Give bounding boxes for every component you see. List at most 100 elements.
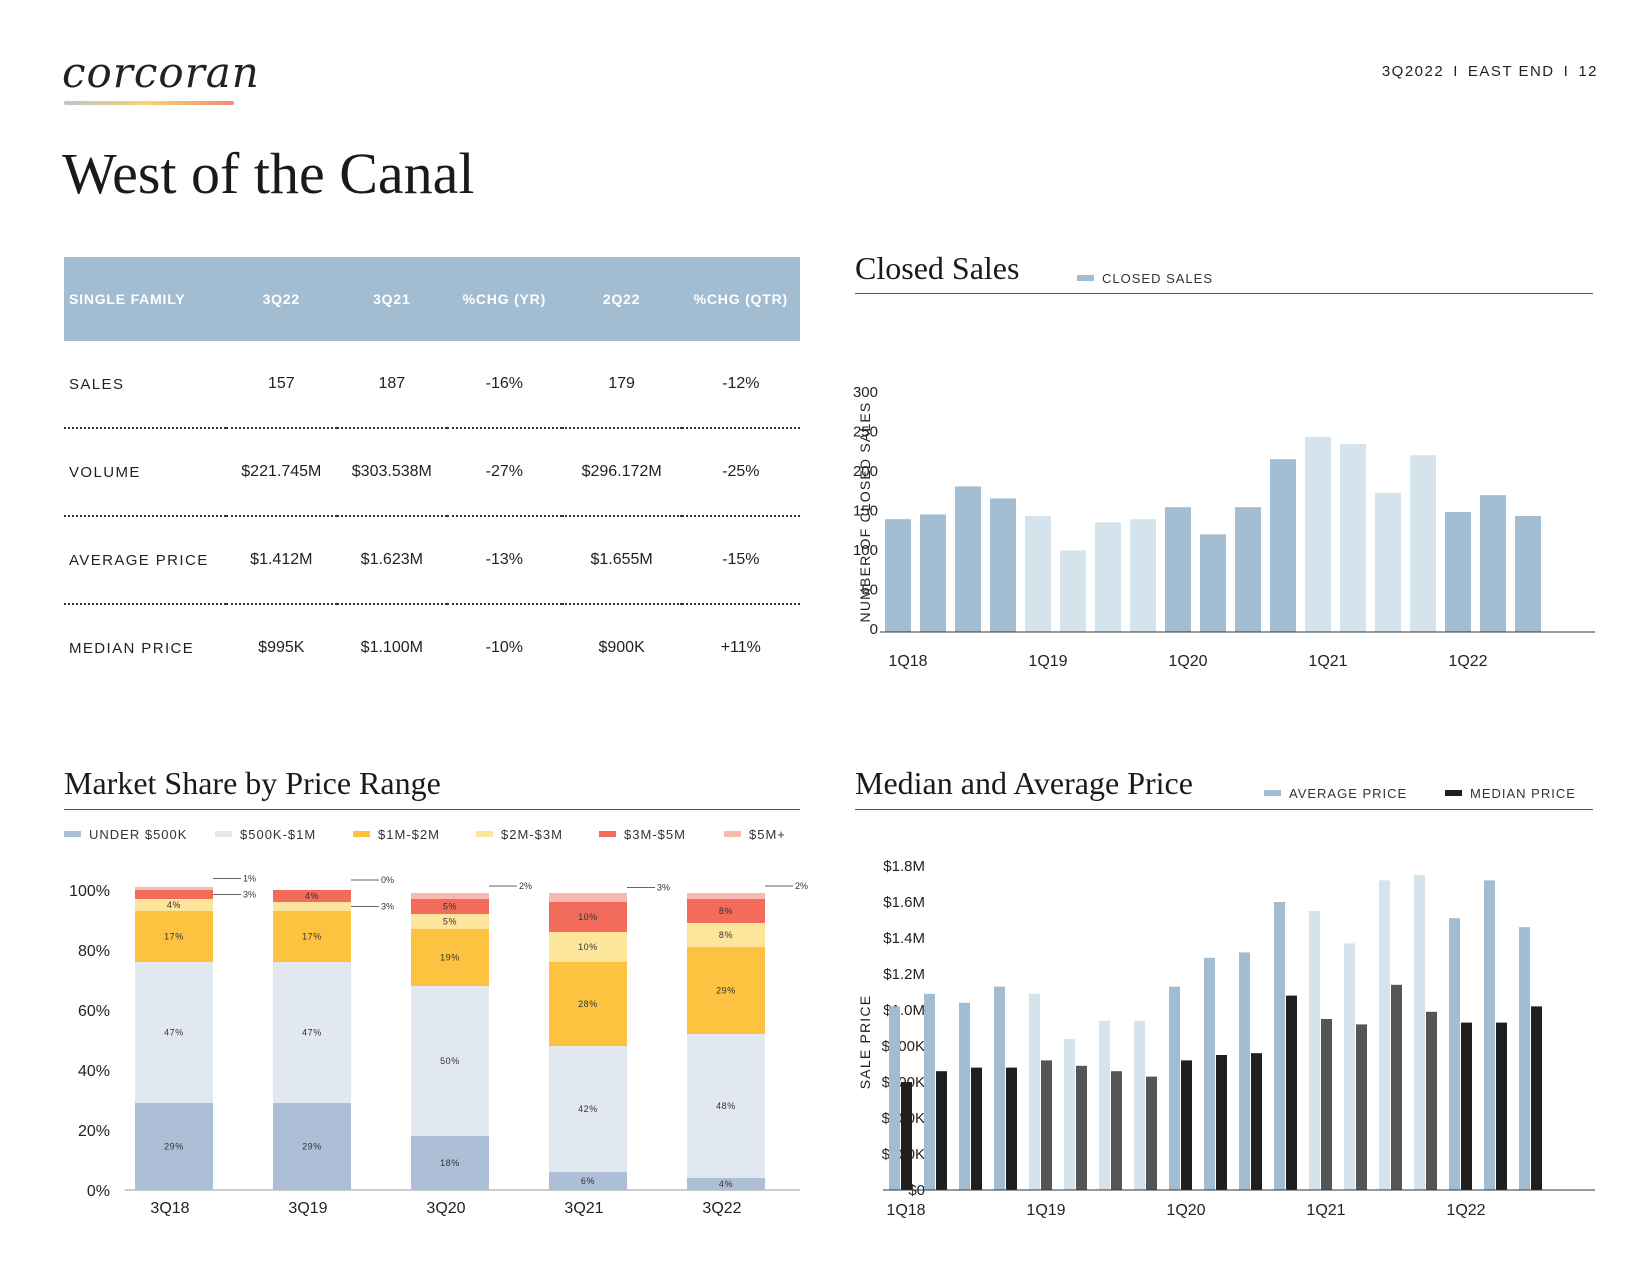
segment-label: 6%: [581, 1176, 595, 1186]
table-cell: $1.412M: [226, 516, 337, 605]
page-title: West of the Canal: [62, 141, 475, 206]
median-bar-4Q19: [1146, 1076, 1157, 1190]
segment-label: 10%: [578, 912, 598, 922]
segment-3Q19-1: [273, 962, 351, 1103]
segment-label: 3%: [657, 883, 670, 893]
column-header: %CHG (YR): [462, 291, 547, 307]
table-row: MEDIAN PRICE $995K $1.100M -10% $900K +1…: [64, 604, 800, 691]
bar-1Q21: [1305, 436, 1331, 632]
segment-3Q19-2: [273, 911, 351, 962]
segment-label: 2%: [795, 881, 808, 891]
segment-label: 3%: [381, 902, 394, 912]
x-tick-label: 1Q22: [1446, 1202, 1485, 1219]
median-bar-1Q22: [1461, 1022, 1472, 1190]
x-tick-label: 3Q20: [426, 1200, 465, 1217]
page-number: 12: [1578, 63, 1598, 80]
segment-3Q22-5: [687, 893, 765, 899]
avg-bar-1Q22: [1449, 918, 1460, 1190]
y-tick-label: 250: [853, 424, 878, 441]
segment-3Q18-1: [135, 962, 213, 1103]
segment-3Q18-4: [135, 890, 213, 899]
market-share-chart: 100% 80% 60% 40% 20% 0% 29% 47% 17% 4% 3% 1% 3Q18 29%…: [69, 874, 808, 1218]
x-tick-label: 1Q19: [1028, 653, 1067, 670]
column-header: 3Q21: [373, 291, 411, 307]
x-tick-label: 3Q18: [150, 1200, 189, 1217]
bar-4Q18: [990, 498, 1016, 632]
logo-underline: [64, 101, 234, 105]
avg-bar-1Q20: [1169, 986, 1180, 1190]
table-cell: $296.172M: [561, 428, 682, 517]
segment-label: 5%: [443, 917, 457, 927]
median-bar-1Q20: [1181, 1060, 1192, 1190]
y-tick-label: 100%: [69, 883, 110, 900]
y-tick-label: 0%: [87, 1183, 110, 1200]
legend-500k-1m: $500K-$1M: [215, 827, 316, 842]
market-share-title: Market Share by Price Range: [64, 765, 441, 801]
bar-2Q21: [1340, 444, 1366, 632]
segment-label: 10%: [578, 942, 598, 952]
segment-3Q18-2: [135, 911, 213, 962]
segment-label: 42%: [578, 1104, 598, 1114]
header-info: 3Q2022 I EAST END I 12: [1382, 63, 1598, 80]
legend-swatch: [1264, 789, 1281, 796]
avg-bar-1Q19: [1029, 993, 1040, 1190]
corcoran-logo: corcoran: [62, 48, 260, 97]
segment-3Q18-3: [135, 899, 213, 911]
legend-swatch: [353, 830, 370, 837]
row-label: MEDIAN PRICE: [69, 639, 195, 657]
bar-3Q19: [1095, 522, 1121, 632]
y-tick-label: 60%: [78, 1003, 110, 1020]
legend-swatch: [64, 830, 81, 837]
separator: I: [1563, 63, 1570, 80]
segment-3Q21-4: [549, 902, 627, 932]
segment-3Q19-0: [273, 1103, 351, 1190]
segment-3Q22-2: [687, 947, 765, 1034]
segment-label: 29%: [302, 1142, 322, 1152]
avg-bar-4Q20: [1274, 902, 1285, 1190]
segment-label: 17%: [164, 932, 184, 942]
legend-label: UNDER $500K: [89, 827, 188, 842]
table-cell: -15%: [681, 516, 800, 605]
segment-label: 4%: [167, 900, 181, 910]
segment-3Q20-0: [411, 1136, 489, 1190]
segment-label: 17%: [302, 932, 322, 942]
table-row: SALES 157 187 -16% 179 -12%: [64, 341, 800, 429]
legend-label: $1M-$2M: [378, 827, 440, 842]
y-axis-label: SALE PRICE: [857, 995, 873, 1089]
separator: I: [1453, 63, 1459, 80]
bar-3Q21: [1375, 492, 1401, 632]
bar-2Q19: [1060, 550, 1086, 632]
x-tick-label: 3Q22: [702, 1200, 741, 1217]
avg-bar-3Q18: [959, 1002, 970, 1190]
avg-bar-4Q19: [1134, 1020, 1145, 1190]
segment-label: 3%: [243, 890, 256, 900]
segment-3Q21-1: [549, 1046, 627, 1172]
bar-2Q20: [1200, 534, 1226, 632]
legend-swatch: [215, 830, 232, 837]
x-tick-label: 1Q20: [1168, 653, 1207, 670]
y-tick-label: $1.8M: [883, 858, 925, 875]
segment-label: 29%: [716, 986, 736, 996]
segment-label: 8%: [719, 930, 733, 940]
segment-3Q22-0: [687, 1178, 765, 1190]
row-label: AVERAGE PRICE: [64, 516, 227, 605]
median-average-chart: $1.8M$1.6M$1.4M$1.2M$1.0M$800K$600K$400K…: [857, 858, 1595, 1219]
y-tick-label: 50: [861, 582, 878, 599]
x-tick-label: 1Q20: [1166, 1202, 1205, 1219]
table-row: VOLUME $221.745M $303.538M -27% $296.172…: [64, 428, 800, 517]
segment-3Q22-4: [687, 899, 765, 923]
row-label: SALES: [64, 341, 227, 429]
avg-bar-2Q20: [1204, 957, 1215, 1190]
median-bar-3Q21: [1391, 984, 1402, 1190]
table-cell: 157: [226, 341, 337, 429]
median-bar-3Q20: [1251, 1053, 1262, 1190]
bar-2Q22: [1480, 495, 1506, 632]
avg-bar-3Q20: [1239, 952, 1250, 1190]
legend-label: $5M+: [749, 827, 786, 842]
avg-bar-1Q21: [1309, 911, 1320, 1190]
table-row: AVERAGE PRICE $1.412M $1.623M -13% $1.65…: [64, 516, 800, 605]
segment-label: 48%: [716, 1101, 736, 1111]
avg-bar-3Q21: [1379, 880, 1390, 1190]
legend-swatch: [724, 830, 741, 837]
